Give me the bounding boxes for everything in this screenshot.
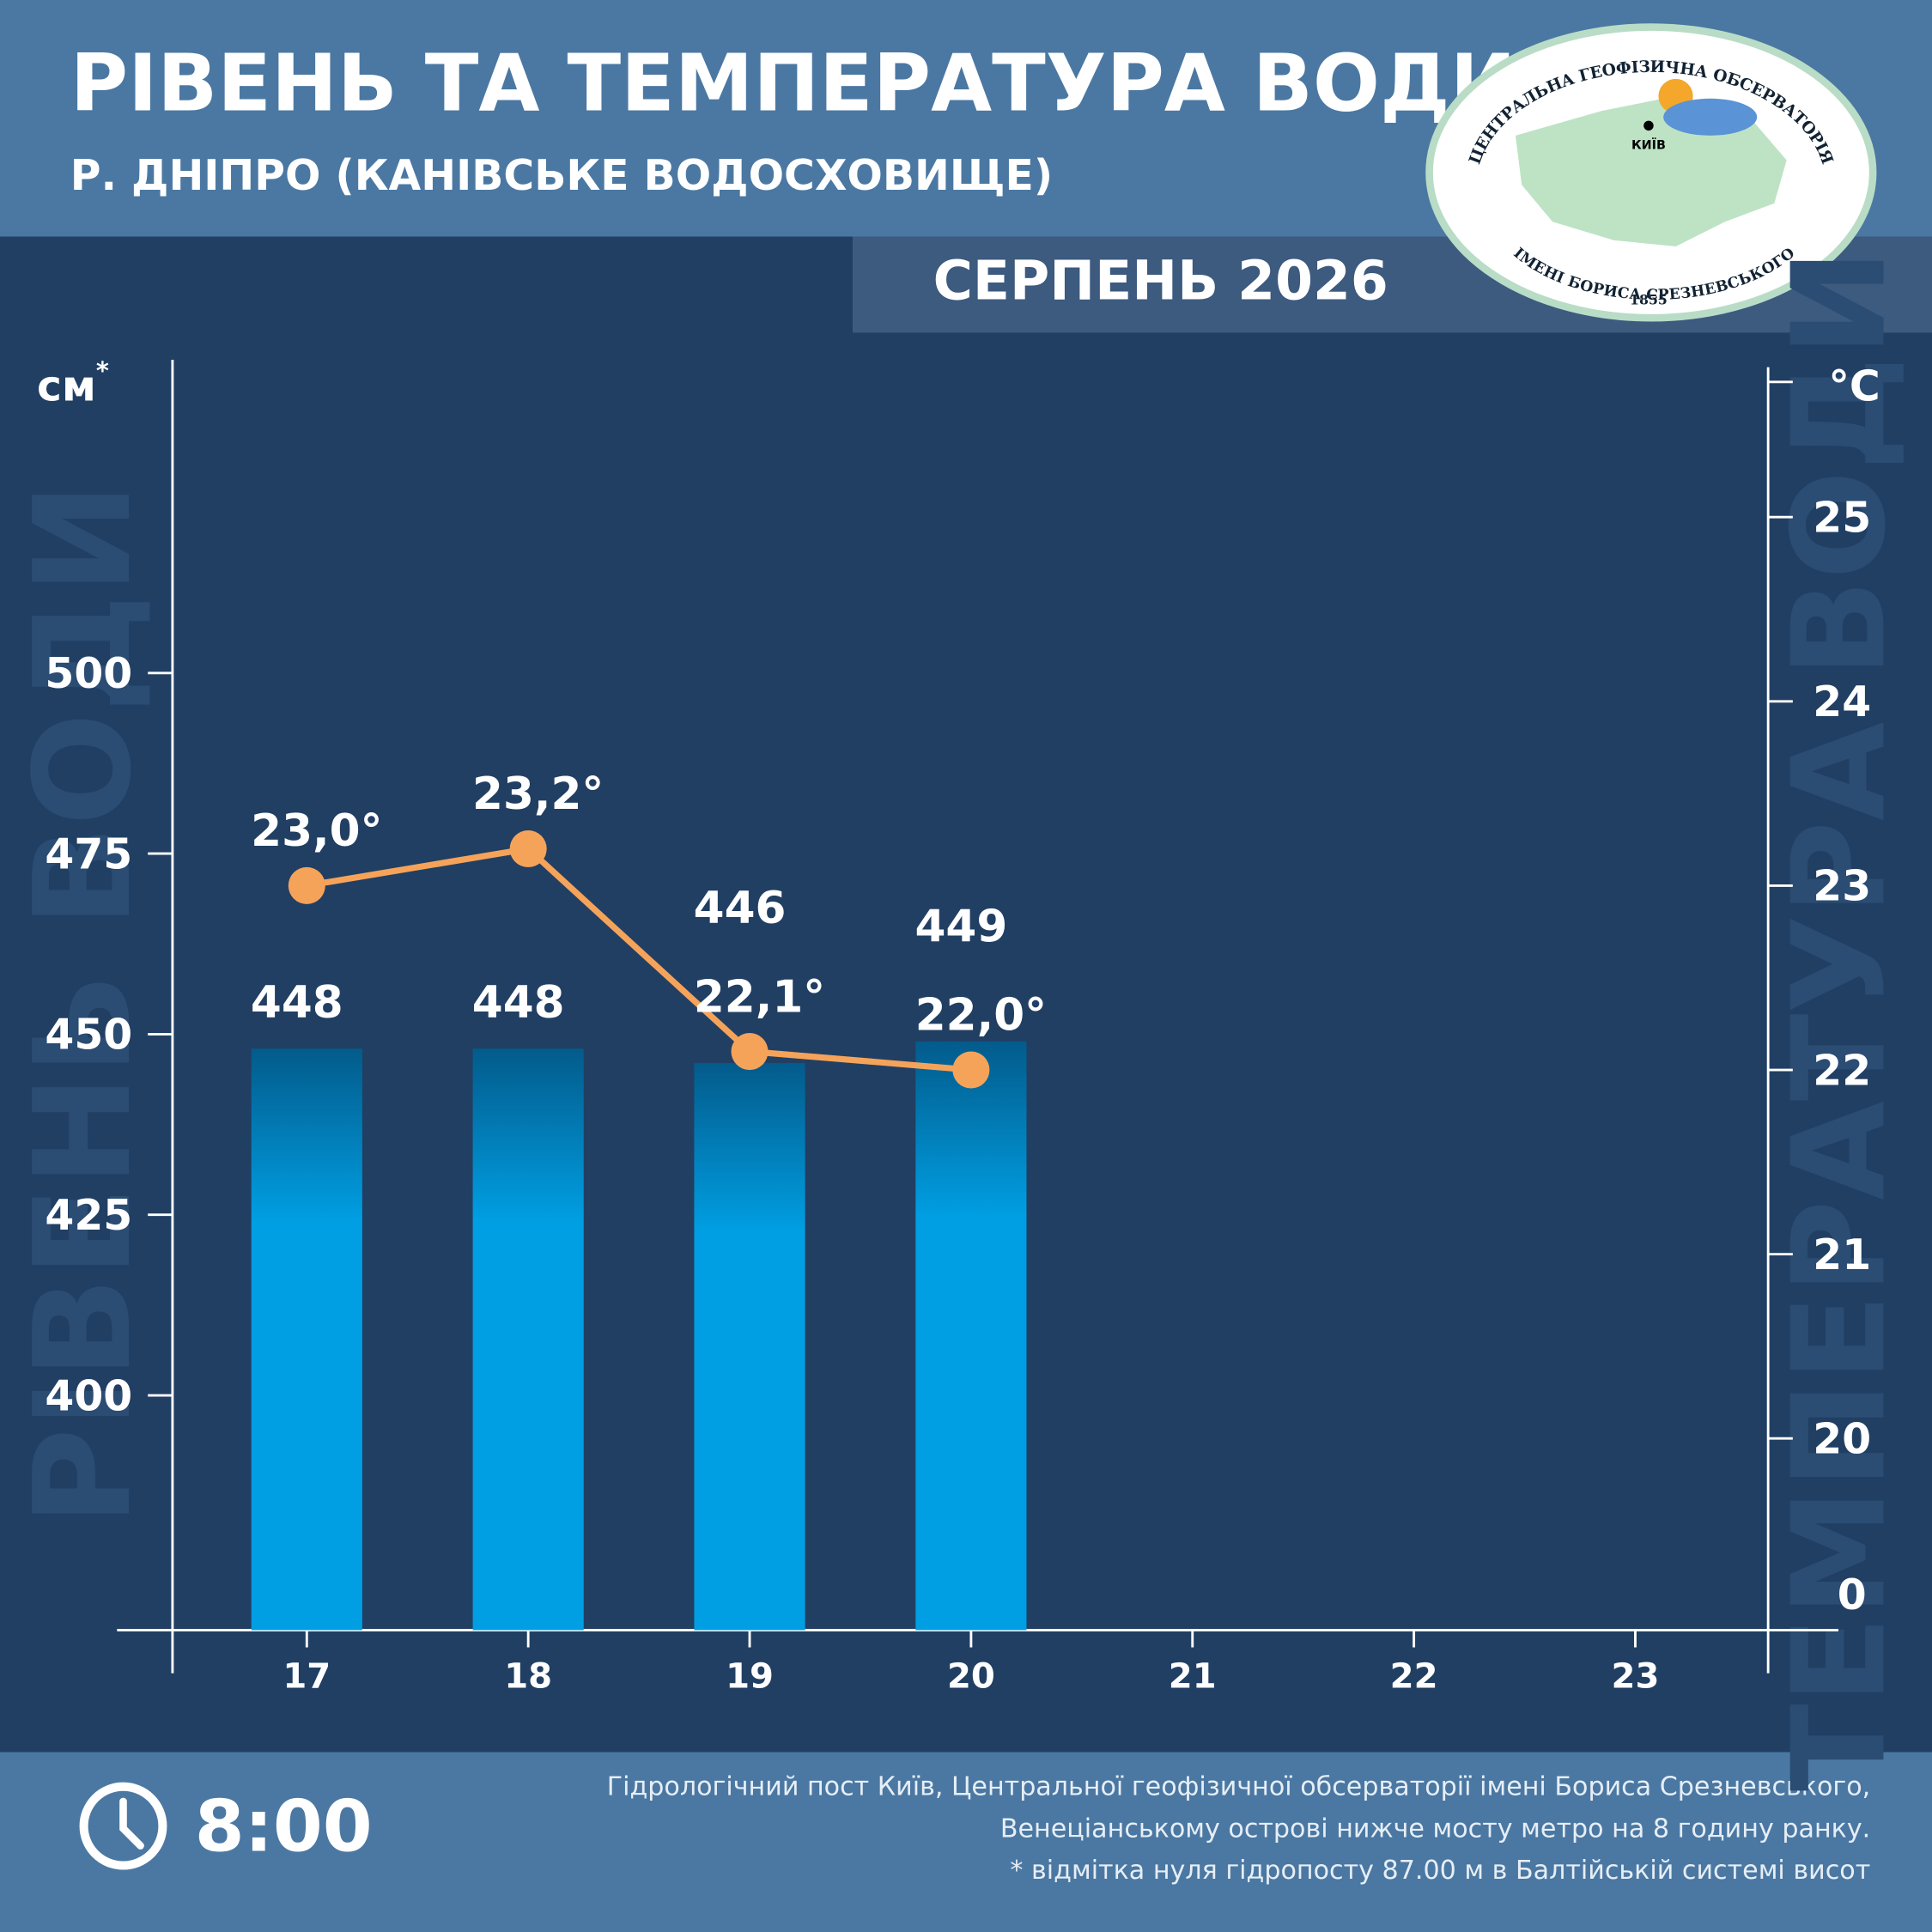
y-unit-text: см — [37, 361, 96, 410]
clock-icon — [79, 1782, 167, 1870]
x-tick-label: 23 — [1612, 1656, 1660, 1696]
y2-tick-label: 22 — [1813, 1046, 1871, 1095]
logo-city: КИЇВ — [1631, 137, 1666, 152]
y2-tick-label: 25 — [1813, 493, 1871, 542]
x-tick-label: 19 — [726, 1656, 774, 1696]
y-tick-label: 450 — [45, 1011, 132, 1060]
logo-cloud — [1663, 98, 1758, 136]
logo-year: 1855 — [1630, 292, 1668, 308]
temperature-point — [952, 1051, 990, 1089]
y-axis-watermark: РІВЕНЬ ВОДИ — [5, 483, 161, 1526]
title: РІВЕНЬ ТА ТЕМПЕРАТУРА ВОДИ — [70, 38, 1516, 130]
temperature-label: 22,1° — [694, 971, 825, 1023]
x-tick-label: 21 — [1169, 1656, 1217, 1696]
footer — [0, 1752, 1932, 1932]
y-unit-mark: * — [96, 355, 109, 385]
y2-unit: °C — [1829, 361, 1880, 410]
period: СЕРПЕНЬ 2026 — [933, 249, 1388, 313]
footer-note: Венеціанському острові нижче мосту метро… — [1000, 1814, 1870, 1844]
y2-axis-watermark: ТЕМПЕРАТУРА ВОДИ — [1765, 249, 1914, 1791]
y-unit: см* — [37, 355, 109, 410]
y-tick-label: 475 — [45, 829, 132, 878]
bar — [694, 1063, 805, 1631]
y2-tick-label: 24 — [1813, 677, 1871, 726]
footer-note: Гідрологічний пост Київ, Центральної гео… — [607, 1772, 1871, 1802]
bar-value-label: 446 — [694, 883, 787, 934]
logo: КИЇВ ЦЕНТРАЛЬНА ГЕОФІЗИЧНА ОБСЕРВАТОРІЯ … — [1425, 23, 1877, 322]
x-tick-label: 22 — [1390, 1656, 1438, 1696]
clock-hands — [119, 1797, 144, 1850]
temperature-point — [731, 1033, 769, 1071]
y2-tick-label: 20 — [1813, 1415, 1871, 1464]
time: 8:00 — [195, 1784, 373, 1868]
bar — [251, 1048, 362, 1631]
y-tick-label: 400 — [45, 1371, 132, 1420]
y2-origin-label: 0 — [1838, 1571, 1867, 1619]
y2-tick-label: 23 — [1813, 862, 1871, 911]
bar — [472, 1048, 584, 1631]
y2-tick-label: 21 — [1813, 1230, 1871, 1279]
y-tick-label: 425 — [45, 1191, 132, 1240]
temperature-point — [509, 829, 547, 868]
bar-value-label: 448 — [251, 977, 343, 1029]
bar — [915, 1041, 1027, 1631]
temperature-point — [288, 866, 325, 904]
temperature-label: 22,0° — [915, 990, 1047, 1042]
logo-city-dot — [1643, 120, 1654, 131]
temperature-label: 23,0° — [251, 805, 382, 857]
logo-map — [1515, 98, 1787, 246]
y-tick-label: 500 — [45, 649, 132, 698]
temperature-line — [306, 845, 972, 1073]
footer-note: * відмітка нуля гідропосту 87.00 м в Бал… — [1010, 1856, 1870, 1886]
x-tick-label: 17 — [283, 1656, 331, 1696]
subtitle: Р. ДНІПРО (КАНІВСЬКЕ ВОДОСХОВИЩЕ) — [70, 151, 1053, 200]
temperature-label: 23,2° — [472, 769, 604, 820]
x-tick-label: 20 — [947, 1656, 995, 1696]
x-tick-label: 18 — [504, 1656, 552, 1696]
bar-value-label: 448 — [472, 977, 565, 1029]
bar-value-label: 449 — [915, 901, 1008, 952]
